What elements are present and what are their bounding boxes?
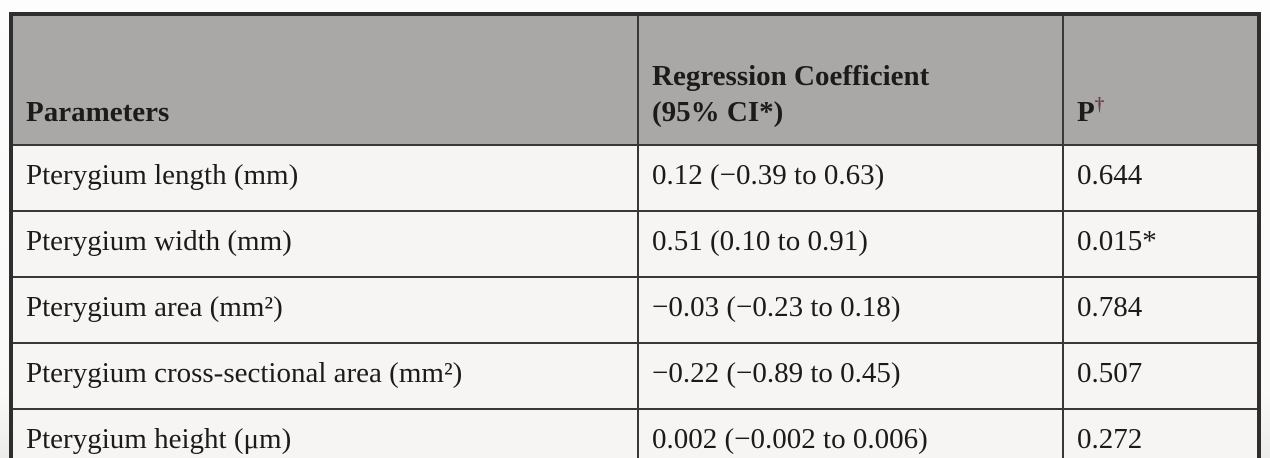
header-p-value: P† — [1062, 12, 1260, 147]
cell-coefficient: −0.22 (−0.89 to 0.45) — [637, 342, 1064, 411]
header-regression-coefficient-label: Regression Coefficient (95% CI*) — [652, 60, 930, 128]
cell-coefficient: 0.12 (−0.39 to 0.63) — [637, 144, 1064, 213]
cell-parameter: Pterygium cross-sectional area (mm²) — [10, 342, 639, 411]
cell-parameter: Pterygium area (mm²) — [10, 276, 639, 345]
header-p-label: P — [1077, 95, 1095, 128]
regression-table: Parameters Regression Coefficient (95% C… — [9, 12, 1261, 458]
table-row: Pterygium length (mm) 0.12 (−0.39 to 0.6… — [10, 144, 1260, 213]
cell-p-value: 0.015* — [1062, 210, 1260, 279]
header-regression-coefficient: Regression Coefficient (95% CI*) — [637, 12, 1064, 147]
header-row: Parameters Regression Coefficient (95% C… — [10, 12, 1260, 147]
cell-parameter: Pterygium width (mm) — [10, 210, 639, 279]
dagger-symbol: † — [1094, 94, 1105, 116]
table-row: Pterygium cross-sectional area (mm²) −0.… — [10, 342, 1260, 411]
cell-coefficient: 0.002 (−0.002 to 0.006) — [637, 408, 1064, 458]
cell-p-value: 0.507 — [1062, 342, 1260, 411]
table-row: Pterygium width (mm) 0.51 (0.10 to 0.91)… — [10, 210, 1260, 279]
cell-p-value: 0.784 — [1062, 276, 1260, 345]
cell-parameter: Pterygium length (mm) — [10, 144, 639, 213]
table-row: Pterygium area (mm²) −0.03 (−0.23 to 0.1… — [10, 276, 1260, 345]
table-row: Pterygium height (μm) 0.002 (−0.002 to 0… — [10, 408, 1260, 458]
cell-p-value: 0.644 — [1062, 144, 1260, 213]
cell-p-value: 0.272 — [1062, 408, 1260, 458]
cell-coefficient: −0.03 (−0.23 to 0.18) — [637, 276, 1064, 345]
header-parameters-label: Parameters — [26, 95, 170, 128]
cell-parameter: Pterygium height (μm) — [10, 408, 639, 458]
cell-coefficient: 0.51 (0.10 to 0.91) — [637, 210, 1064, 279]
header-parameters: Parameters — [10, 12, 639, 147]
